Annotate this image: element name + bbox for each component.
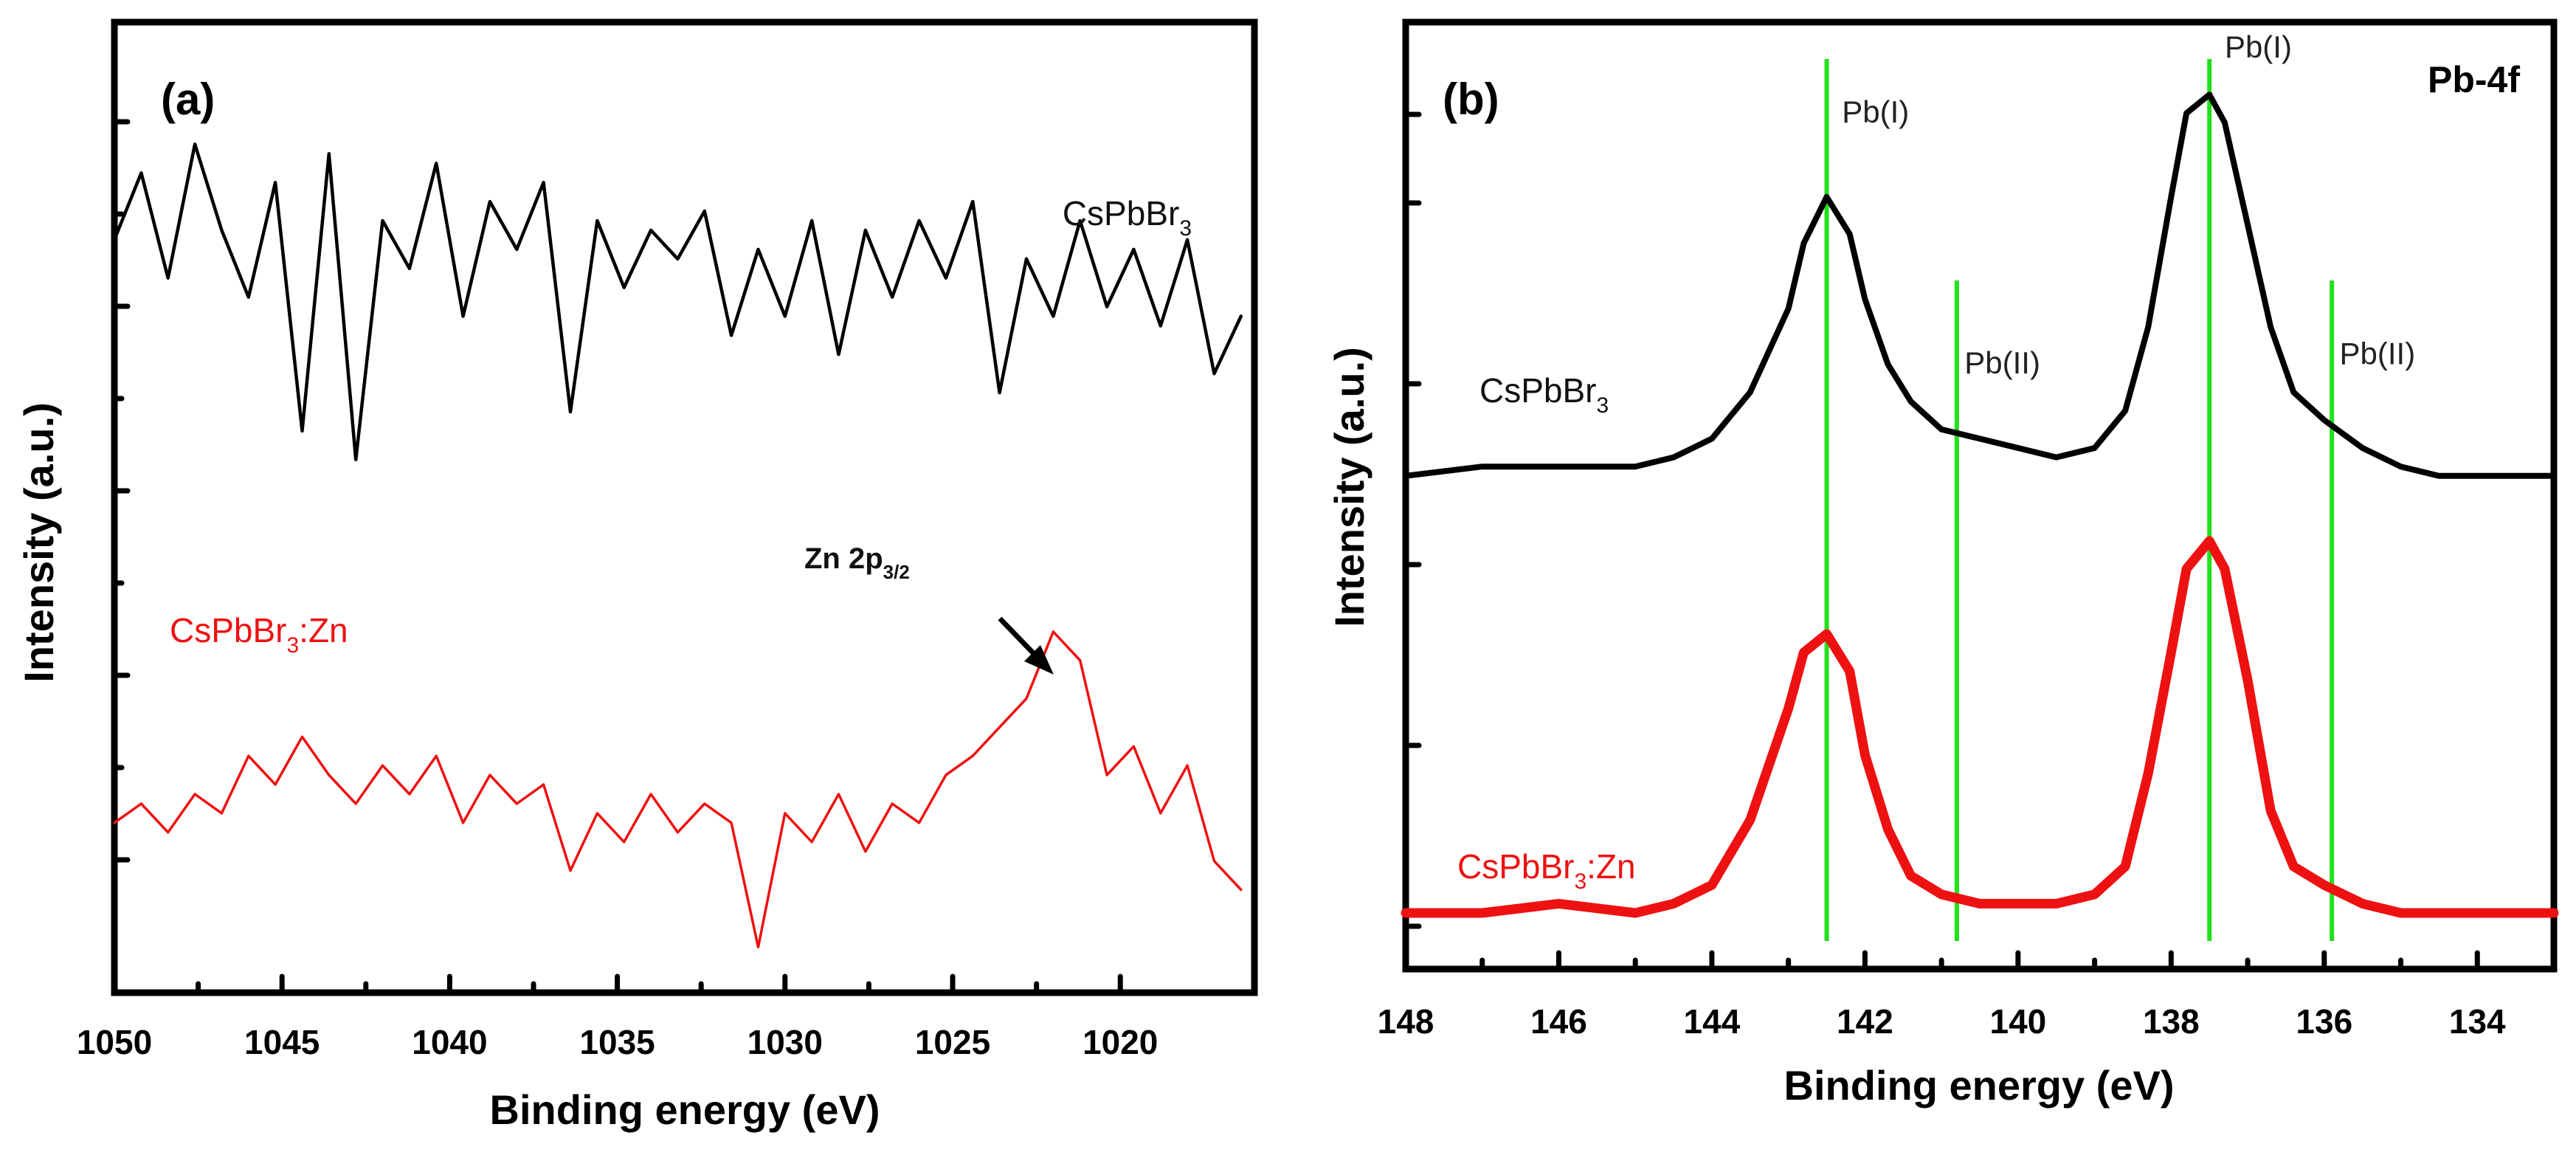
x-tick-label: 136 bbox=[2296, 1002, 2352, 1041]
series-label-0: CsPbBr3 bbox=[1479, 371, 1609, 418]
x-tick-label: 1025 bbox=[915, 1023, 990, 1061]
x-ticks-a: 1050 1045 1040 1035 1030 1025 1020 bbox=[77, 973, 1158, 1061]
x-tick-label: 1020 bbox=[1082, 1023, 1158, 1061]
peak-label-2: Pb(I) bbox=[2225, 30, 2292, 64]
x-ticks-b: 148 146 144 142 140 138 136 134 bbox=[1378, 950, 2557, 1041]
pb-4f-label: Pb-4f bbox=[2428, 59, 2520, 100]
x-tick-label: 148 bbox=[1378, 1002, 1434, 1041]
series-line-1 bbox=[113, 630, 1243, 948]
y-axis-label-a: Intensity (a.u.) bbox=[15, 402, 62, 683]
series-label-1: CsPbBr3:Zn bbox=[1457, 847, 1636, 894]
x-axis-label-a: Binding energy (eV) bbox=[490, 1086, 880, 1133]
series-label-0: CsPbBr3 bbox=[1063, 194, 1192, 241]
zn-arrow-head bbox=[1024, 645, 1054, 675]
x-tick-label: 144 bbox=[1684, 1002, 1741, 1041]
y-ticks-a bbox=[111, 119, 131, 863]
chart-panel-b: Intensity (a.u.) 148 146 144 142 140 138 136 13… bbox=[1326, 18, 2559, 1109]
x-tick-label: 1045 bbox=[244, 1023, 320, 1061]
zn-2p-label: Zn 2p3/2 bbox=[804, 542, 910, 583]
x-axis-label-b: Binding energy (eV) bbox=[1784, 1062, 2175, 1109]
x-tick-label: 134 bbox=[2449, 1002, 2506, 1041]
x-tick-label: 138 bbox=[2143, 1002, 2200, 1041]
x-tick-label: 146 bbox=[1530, 1002, 1587, 1041]
chart-panel-a: Intensity (a.u.) 1050 1045 1040 1035 1030 102… bbox=[15, 18, 1258, 1133]
y-axis-label-b: Intensity (a.u.) bbox=[1326, 347, 1372, 627]
x-tick-label: 142 bbox=[1837, 1002, 1893, 1041]
panel-label-a: (a) bbox=[161, 75, 215, 124]
peak-label-3: Pb(II) bbox=[2340, 337, 2416, 371]
series-labels-a: CsPbBr3 CsPbBr3:Zn bbox=[170, 194, 1192, 658]
x-tick-label: 1050 bbox=[77, 1023, 152, 1061]
series-label-1: CsPbBr3:Zn bbox=[170, 611, 348, 658]
peak-label-1: Pb(II) bbox=[1964, 345, 2040, 380]
x-tick-label: 1035 bbox=[579, 1023, 655, 1061]
series-line-1 bbox=[1401, 536, 2559, 918]
reference-lines-b: Pb(I) Pb(II) Pb(I) Pb(II) bbox=[1824, 30, 2416, 941]
panel-label-b: (b) bbox=[1443, 75, 1499, 124]
plot-frame-b bbox=[1402, 18, 2558, 973]
y-ticks-b bbox=[1403, 111, 1422, 929]
x-tick-label: 1040 bbox=[412, 1023, 487, 1061]
series-group-a bbox=[112, 142, 1243, 948]
series-line-0 bbox=[112, 142, 1243, 461]
peak-label-0: Pb(I) bbox=[1842, 94, 1909, 129]
zn-annotation: Zn 2p3/2 bbox=[804, 542, 1054, 675]
x-tick-label: 1030 bbox=[747, 1023, 823, 1061]
x-tick-label: 140 bbox=[1989, 1002, 2046, 1041]
series-line-0 bbox=[1403, 92, 2557, 479]
series-labels-b: CsPbBr3 CsPbBr3:Zn bbox=[1457, 371, 1636, 894]
plot-frame-a bbox=[111, 18, 1258, 996]
series-group-b bbox=[1401, 92, 2559, 918]
